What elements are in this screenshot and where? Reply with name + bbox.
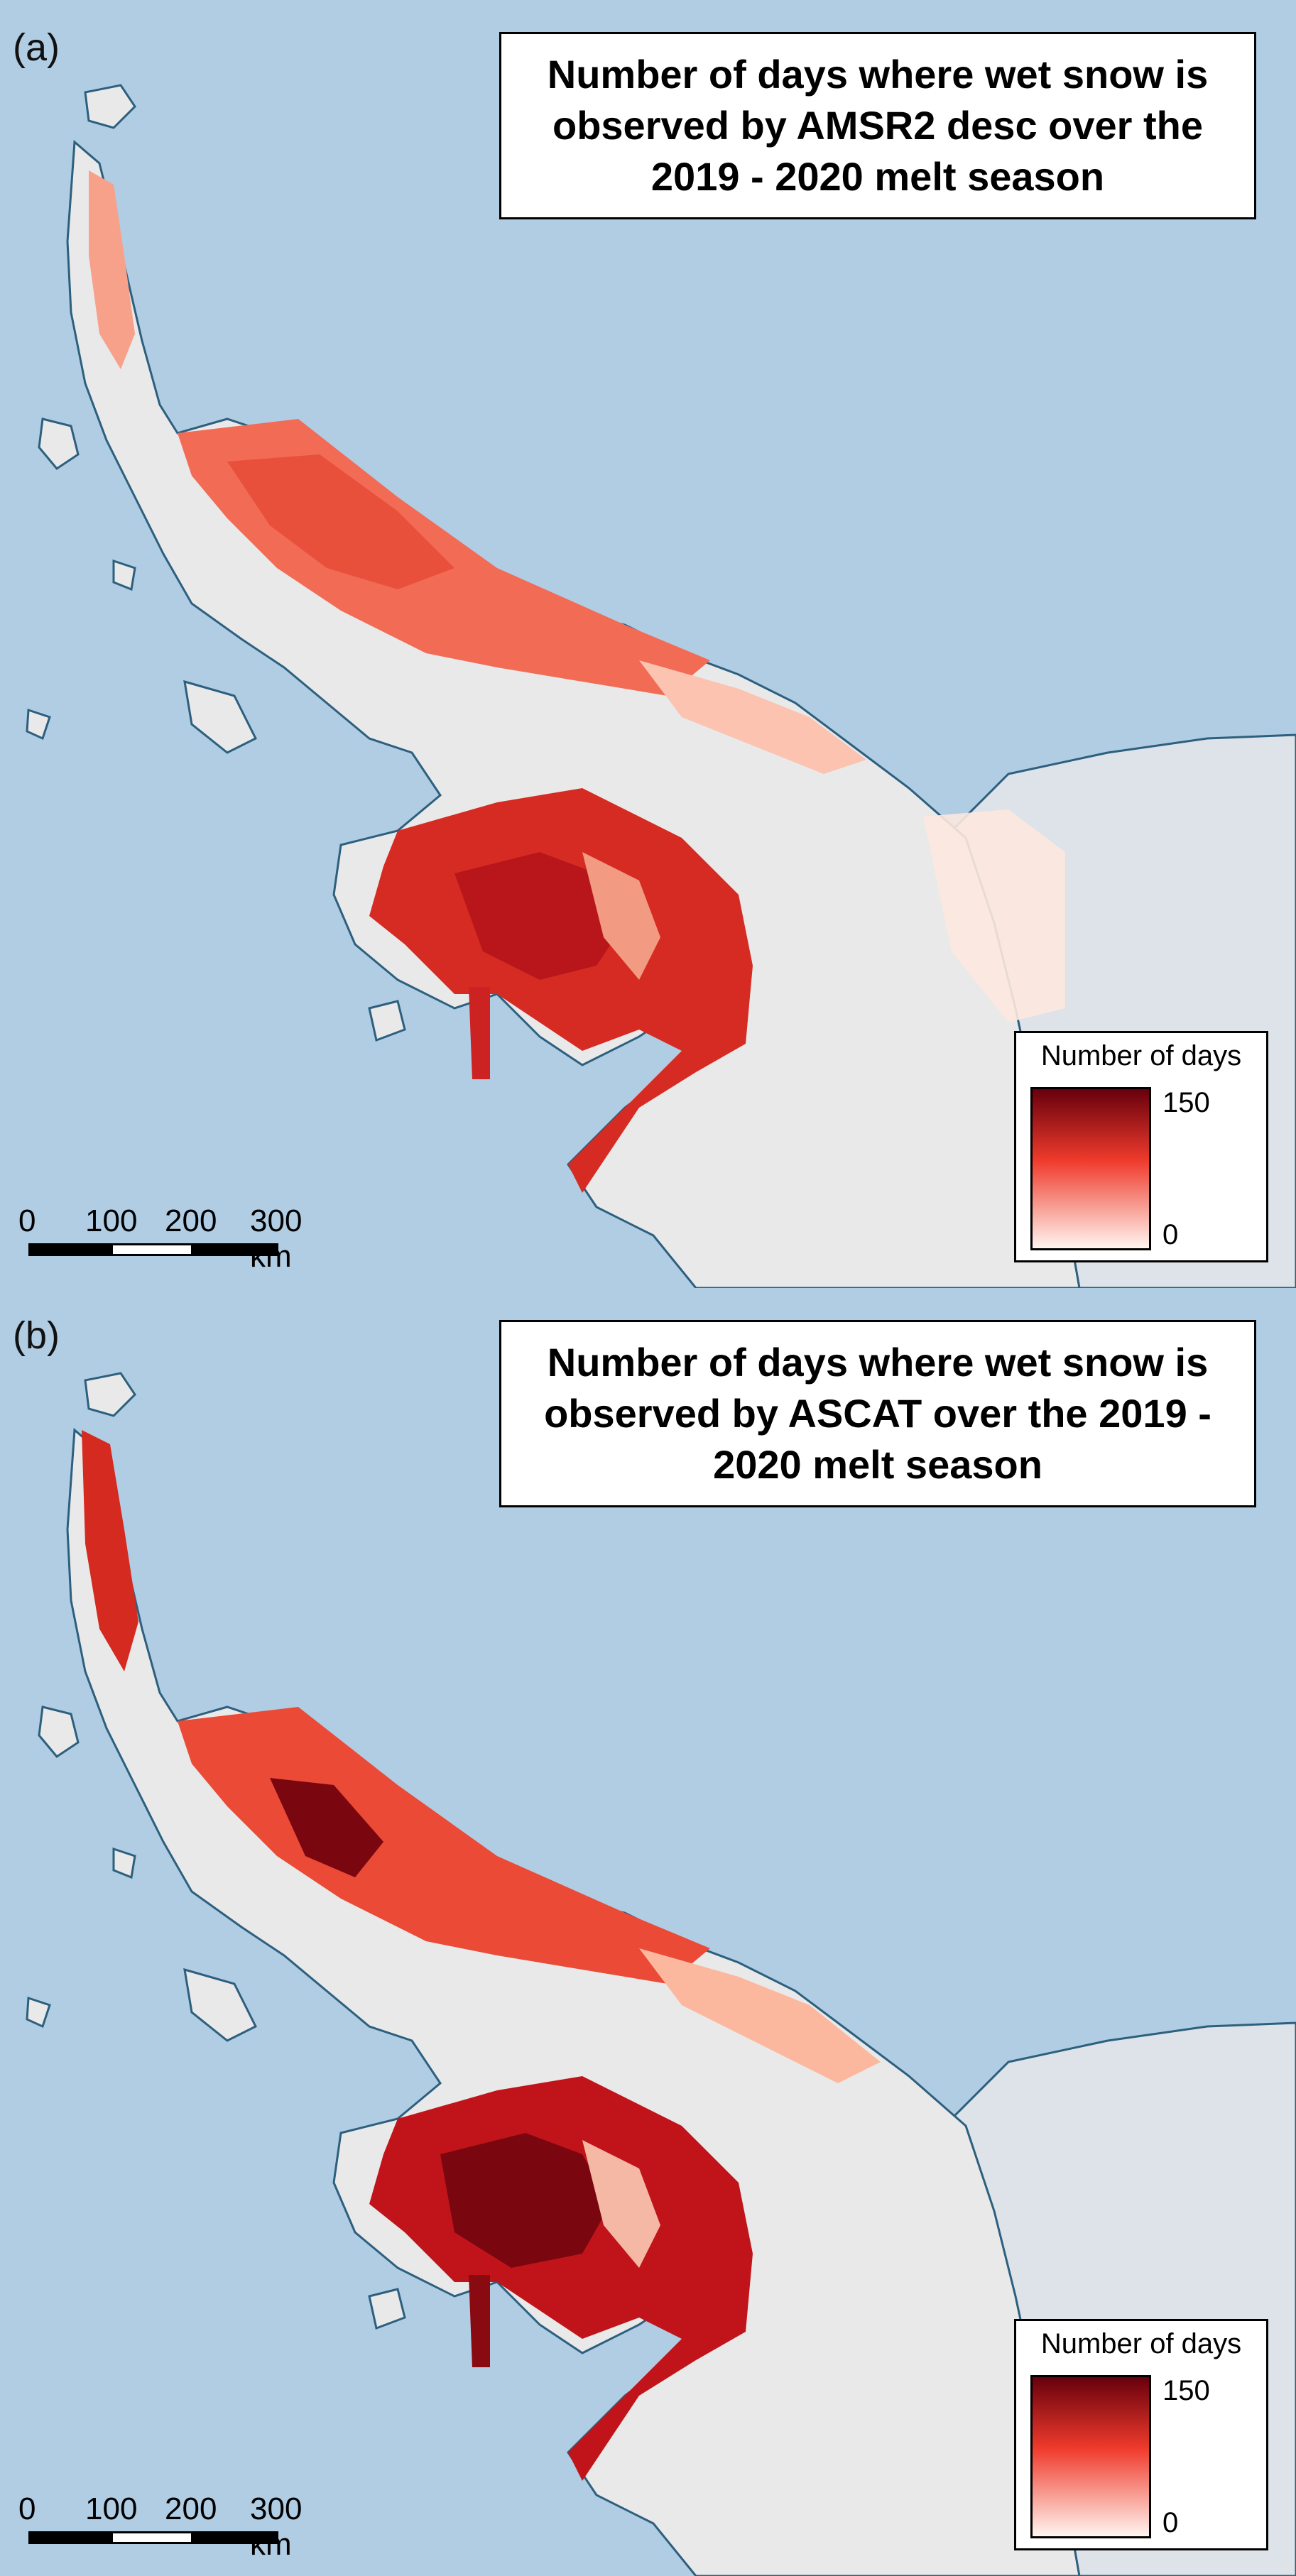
- island: [112, 1847, 136, 1879]
- scale-segment: [111, 2531, 193, 2544]
- scale-segment: [28, 2531, 111, 2544]
- scale-label-100: 100: [85, 1204, 138, 1238]
- legend-title: Number of days: [1040, 1040, 1242, 1071]
- panel-label: (a): [13, 26, 60, 69]
- panel-label: (b): [13, 1314, 60, 1357]
- legend: Number of days 150 0: [1014, 2319, 1268, 2550]
- wetsnow-lower-shelf-core: [454, 852, 625, 980]
- island: [84, 84, 136, 129]
- scale-bar: 0 100 200 300 km: [16, 2492, 328, 2563]
- wetsnow-upper-east-core: [227, 454, 454, 589]
- scale-label-300: 300 km: [250, 1204, 303, 1274]
- scale-segment: [28, 1243, 111, 1256]
- wetsnow-north-tip: [89, 170, 135, 369]
- scale-label-100: 100: [85, 2492, 138, 2526]
- wetsnow-north-tip: [82, 1430, 138, 1671]
- legend-min: 0: [1162, 1219, 1179, 1250]
- scale-label-200: 200: [165, 1204, 217, 1238]
- legend-max: 150: [1162, 2375, 1210, 2406]
- island: [368, 1000, 406, 1042]
- wetsnow-east-coast: [639, 660, 866, 774]
- legend-max: 150: [1162, 1087, 1210, 1118]
- map-title-box: Number of days where wet snow is observe…: [499, 1320, 1256, 1507]
- map-title-box: Number of days where wet snow is observe…: [499, 32, 1256, 219]
- island: [183, 1968, 258, 2042]
- island: [26, 1996, 51, 2029]
- wetsnow-lower-ring: [582, 2140, 660, 2268]
- scale-segment: [193, 2531, 278, 2544]
- scale-label-0: 0: [18, 2492, 36, 2526]
- wetsnow-east-coast: [639, 1948, 881, 2083]
- map-title: Number of days where wet snow is observe…: [547, 52, 1209, 199]
- island: [26, 708, 51, 741]
- scale-label-300: 300 km: [250, 2492, 303, 2562]
- island: [84, 1372, 136, 1417]
- scale-label-200: 200: [165, 2492, 217, 2526]
- scale-label-0: 0: [18, 1204, 36, 1238]
- legend-title: Number of days: [1040, 2328, 1242, 2359]
- wetsnow-upper-east-core: [270, 1778, 383, 1877]
- island: [183, 680, 258, 754]
- wetsnow-strip: [469, 2275, 490, 2367]
- legend-color-ramp: [1030, 2375, 1151, 2538]
- wetsnow-lower-shelf-core: [440, 2133, 611, 2268]
- island: [38, 417, 80, 470]
- wetsnow-east-faint: [923, 809, 1065, 1022]
- wetsnow-upper-east: [178, 1707, 710, 1984]
- legend: Number of days 150 0: [1014, 1031, 1268, 1262]
- island: [368, 2288, 406, 2330]
- wetsnow-strip: [469, 987, 490, 1079]
- wetsnow-lower-ring: [582, 852, 660, 980]
- scale-segment: [193, 1243, 278, 1256]
- scale-bar: 0 100 200 300 km: [16, 1204, 328, 1275]
- map-title: Number of days where wet snow is observe…: [544, 1340, 1211, 1487]
- island: [112, 559, 136, 591]
- island: [38, 1705, 80, 1758]
- legend-color-ramp: [1030, 1087, 1151, 1250]
- panel-b: (b) Number of days where wet snow is obs…: [0, 1288, 1296, 2576]
- panel-a: (a) Number of days where wet snow is obs…: [0, 0, 1296, 1288]
- scale-segment: [111, 1243, 193, 1256]
- legend-min: 0: [1162, 2507, 1179, 2538]
